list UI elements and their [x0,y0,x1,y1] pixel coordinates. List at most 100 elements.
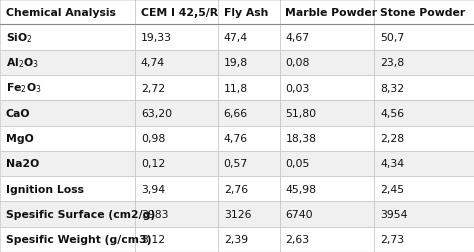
Bar [218,76,280,101]
Text: Na2O: Na2O [6,159,39,169]
Bar [280,50,374,76]
Bar [218,25,280,50]
Text: Al$_2$O$_3$: Al$_2$O$_3$ [6,56,39,70]
Text: 47,4: 47,4 [224,33,248,43]
Text: 4,67: 4,67 [285,33,310,43]
Text: Spesific Surface (cm2/g): Spesific Surface (cm2/g) [6,209,155,219]
Bar [0,126,135,151]
Bar [280,176,374,202]
Text: 2,28: 2,28 [380,134,404,144]
Bar [218,202,280,227]
Bar [0,151,135,176]
Bar [374,151,474,176]
Bar [0,0,135,25]
Bar [135,202,218,227]
Text: MgO: MgO [6,134,34,144]
Bar [218,176,280,202]
Bar [374,126,474,151]
Text: 2,73: 2,73 [380,234,404,244]
Text: 45,98: 45,98 [285,184,316,194]
Text: 6,66: 6,66 [224,108,248,118]
Text: 50,7: 50,7 [380,33,404,43]
Bar [218,126,280,151]
Text: 0,57: 0,57 [224,159,248,169]
Bar [218,50,280,76]
Bar [280,76,374,101]
Text: Spesific Weight (g/cm3): Spesific Weight (g/cm3) [6,234,151,244]
Text: CEM I 42,5/R: CEM I 42,5/R [141,8,218,18]
Text: 0,12: 0,12 [141,159,165,169]
Bar [374,101,474,126]
Text: 19,33: 19,33 [141,33,172,43]
Bar [0,25,135,50]
Text: 4,76: 4,76 [224,134,248,144]
Text: Fly Ash: Fly Ash [224,8,268,18]
Text: 4,74: 4,74 [141,58,165,68]
Text: 51,80: 51,80 [285,108,317,118]
Bar [218,0,280,25]
Text: 19,8: 19,8 [224,58,248,68]
Bar [135,76,218,101]
Bar [135,227,218,252]
Bar [0,202,135,227]
Text: 2,39: 2,39 [224,234,248,244]
Bar [0,101,135,126]
Text: 11,8: 11,8 [224,83,248,93]
Bar [0,76,135,101]
Bar [374,50,474,76]
Bar [374,76,474,101]
Bar [135,151,218,176]
Text: 3,94: 3,94 [141,184,165,194]
Bar [135,101,218,126]
Text: 18,38: 18,38 [285,134,316,144]
Text: SiO$_2$: SiO$_2$ [6,31,33,45]
Text: Stone Powder: Stone Powder [380,8,465,18]
Text: 0,05: 0,05 [285,159,310,169]
Bar [135,50,218,76]
Bar [135,25,218,50]
Text: 63,20: 63,20 [141,108,172,118]
Bar [0,176,135,202]
Text: 3983: 3983 [141,209,168,219]
Bar [374,0,474,25]
Bar [218,151,280,176]
Text: 8,32: 8,32 [380,83,404,93]
Bar [280,227,374,252]
Text: 2,72: 2,72 [141,83,165,93]
Text: 6740: 6740 [285,209,313,219]
Text: 0,03: 0,03 [285,83,310,93]
Text: Fe$_2$O$_3$: Fe$_2$O$_3$ [6,81,41,95]
Text: 2,63: 2,63 [285,234,310,244]
Bar [280,151,374,176]
Bar [135,126,218,151]
Bar [0,227,135,252]
Text: 4,34: 4,34 [380,159,404,169]
Bar [280,126,374,151]
Bar [374,25,474,50]
Bar [280,202,374,227]
Bar [280,0,374,25]
Text: CaO: CaO [6,108,30,118]
Text: Marble Powder: Marble Powder [285,8,377,18]
Text: 0,98: 0,98 [141,134,165,144]
Text: 2,45: 2,45 [380,184,404,194]
Text: 23,8: 23,8 [380,58,404,68]
Text: 4,56: 4,56 [380,108,404,118]
Bar [0,50,135,76]
Bar [374,227,474,252]
Text: 3126: 3126 [224,209,251,219]
Text: Ignition Loss: Ignition Loss [6,184,84,194]
Bar [374,176,474,202]
Bar [280,101,374,126]
Bar [374,202,474,227]
Bar [218,101,280,126]
Bar [280,25,374,50]
Bar [135,0,218,25]
Text: 3,12: 3,12 [141,234,165,244]
Text: Chemical Analysis: Chemical Analysis [6,8,116,18]
Bar [218,227,280,252]
Text: 2,76: 2,76 [224,184,248,194]
Text: 3954: 3954 [380,209,408,219]
Text: 0,08: 0,08 [285,58,310,68]
Bar [135,176,218,202]
